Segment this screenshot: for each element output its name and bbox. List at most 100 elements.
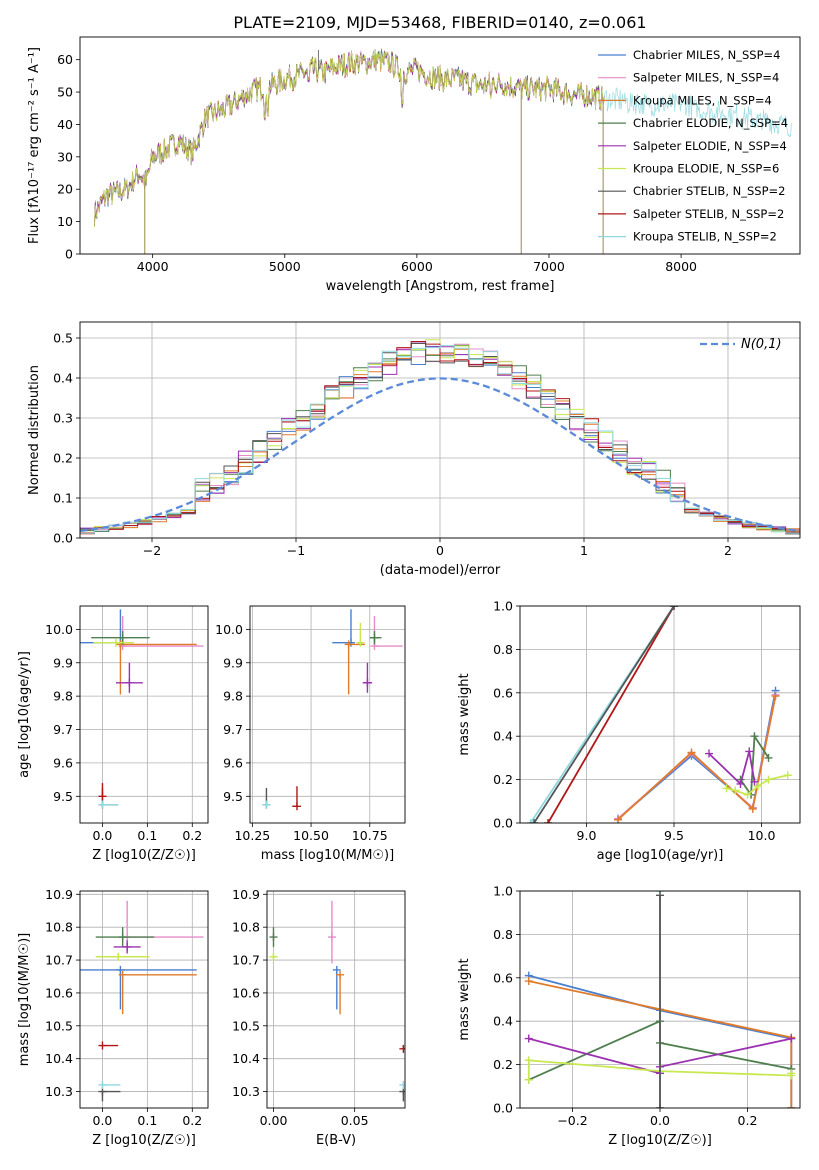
weight-marker-kroupa-elodie (524, 1075, 533, 1084)
data-point-kroupa-elodie (114, 952, 123, 961)
y-tick-label: 10.0 (215, 622, 243, 637)
legend-label: Chabrier ELODIE, N_SSP=4 (633, 116, 788, 130)
data-point-kroupa-stelib (399, 1080, 405, 1089)
data-point-salpeter-miles (327, 933, 336, 942)
y-tick-label: 0.0 (53, 531, 73, 546)
weight-marker-kroupa-miles (524, 977, 533, 986)
weight-marker-kroupa-miles (614, 815, 622, 823)
x-tick-label: 2 (724, 543, 732, 558)
data-point-kroupa-miles (344, 640, 353, 649)
y-tick-label: 0.6 (493, 970, 513, 985)
y-axis-label: mass weight (457, 958, 472, 1040)
y-tick-label: 0.2 (493, 772, 513, 787)
weight-marker-salpeter-elodie (524, 1034, 533, 1043)
data-point-salpeter-stelib (292, 802, 301, 811)
x-tick-label: 0.0 (93, 828, 113, 843)
data-point-kroupa-miles (118, 970, 127, 979)
weight-marker-kroupa-elodie (754, 782, 762, 791)
y-tick-label: 9.8 (223, 689, 243, 704)
x-tick-label: 0.0 (93, 1113, 113, 1128)
figure-title: PLATE=2109, MJD=53468, FIBERID=0140, z=0… (233, 13, 646, 32)
legend-label: Kroupa ELODIE, N_SSP=6 (633, 162, 779, 176)
spectrum-legend: Chabrier MILES, N_SSP=4 Salpeter MILES, N… (598, 48, 788, 244)
x-tick-label: 9.0 (577, 828, 597, 843)
weight-marker-kroupa-stelib (526, 819, 535, 823)
x-tick-label: 0.00 (260, 1113, 288, 1128)
x-tick-label: 0.05 (341, 1113, 369, 1128)
plot-area (262, 609, 403, 811)
legend-label: Salpeter MILES, N_SSP=4 (633, 71, 779, 85)
axes-frame (79, 321, 801, 539)
weight-line-salpeter-stelib (547, 606, 675, 823)
data-point-salpeter-stelib (98, 1041, 107, 1050)
data-point-salpeter-stelib (399, 1044, 405, 1053)
data-point-chabrier-miles (332, 965, 341, 974)
x-tick-label: −2 (143, 543, 161, 558)
y-tick-label: 9.6 (223, 755, 243, 770)
weight-marker-salpeter-elodie (787, 1034, 796, 1043)
axes-frame (79, 890, 209, 1109)
y-axis-label: age [log10(age/yr)] (17, 651, 32, 778)
data-point-kroupa-stelib (262, 800, 271, 809)
y-tick-label: 9.8 (53, 689, 73, 704)
y-tick-label: 10.7 (45, 953, 73, 968)
y-tick-label: 10.7 (232, 953, 260, 968)
data-point-kroupa-elodie (269, 952, 278, 961)
y-tick-label: 10.3 (45, 1084, 73, 1099)
weight-marker-chabrier-stelib (530, 819, 538, 823)
y-tick-label: 9.7 (223, 722, 243, 737)
y-tick-label: 0.4 (53, 371, 73, 386)
x-axis-label: (data-model)/error (380, 563, 501, 578)
y-tick-label: 20 (57, 182, 73, 197)
y-tick-label: 10.6 (232, 985, 260, 1000)
x-tick-label: 9.5 (664, 828, 684, 843)
y-tick-label: 10.4 (232, 1051, 260, 1066)
y-tick-label: 0.1 (53, 491, 73, 506)
y-tick-label: 0.2 (493, 1057, 513, 1072)
plot-area (80, 900, 204, 1102)
data-point-chabrier-elodie (370, 633, 379, 642)
weight-marker-chabrier-stelib (656, 891, 664, 900)
y-tick-label: 0.4 (493, 729, 513, 744)
y-axis-label: mass weight (457, 673, 472, 755)
y-axis-label: Flux [fλ10⁻¹⁷ erg cm⁻² s⁻¹ A⁻¹] (27, 47, 42, 244)
y-tick-label: 0 (65, 247, 73, 262)
axes-frame (266, 890, 406, 1109)
data-point-salpeter-elodie (363, 678, 372, 687)
axes-frame (79, 605, 209, 824)
data-point-chabrier-elodie (118, 633, 127, 642)
weight-marker-kroupa-elodie (787, 1069, 796, 1078)
spectrum-panel: 4000 5000 6000 7000 8000 0 10 20 30 40 50 60 wavelen… (27, 36, 801, 294)
x-tick-label: −0.2 (557, 1113, 587, 1128)
x-tick-label: 1 (580, 543, 588, 558)
y-tick-label: 10.8 (45, 920, 73, 935)
weight-marker-salpeter-stelib (544, 819, 552, 823)
data-point-kroupa-elodie (111, 638, 120, 647)
weight-marker-chabrier-elodie (764, 753, 773, 762)
x-tick-label: 0.2 (182, 1113, 202, 1128)
x-tick-label: 6000 (401, 259, 433, 274)
y-tick-label: 60 (57, 52, 73, 67)
data-point-salpeter-elodie (125, 678, 134, 687)
legend-label: Chabrier STELIB, N_SSP=2 (633, 184, 785, 198)
age-vs-metallicity-panel: 0.0 0.1 0.2 9.5 9.6 9.7 9.8 9.9 10.0 Z [log10(Z/Z… (17, 605, 209, 863)
data-point-chabrier-elodie (118, 933, 127, 942)
y-tick-label: 10.9 (232, 887, 260, 902)
y-tick-label: 50 (57, 85, 73, 100)
weight-marker-salpeter-elodie (750, 777, 759, 786)
mass-weight-vs-age-panel: 9.0 9.5 10.0 0.0 0.2 0.4 0.6 0.8 1.0 age [log10(a… (457, 599, 801, 863)
weight-marker-kroupa-elodie (524, 1056, 533, 1065)
weight-marker-chabrier-stelib (670, 606, 678, 610)
data-point-chabrier-elodie (269, 933, 278, 942)
weight-marker-chabrier-stelib (656, 1104, 664, 1108)
legend-label: Salpeter STELIB, N_SSP=2 (633, 207, 784, 221)
x-tick-label: 5000 (269, 259, 301, 274)
y-tick-label: 1.0 (493, 884, 513, 899)
x-tick-label: 8000 (665, 259, 697, 274)
y-tick-label: 9.5 (223, 789, 243, 804)
mass-vs-metallicity-panel: 0.0 0.1 0.2 10.3 10.4 10.5 10.6 10.7 10.8 10.9 Z [… (17, 887, 209, 1148)
y-tick-label: 40 (57, 117, 73, 132)
legend-label: Chabrier MILES, N_SSP=4 (633, 48, 780, 62)
weight-marker-salpeter-elodie (736, 779, 745, 788)
